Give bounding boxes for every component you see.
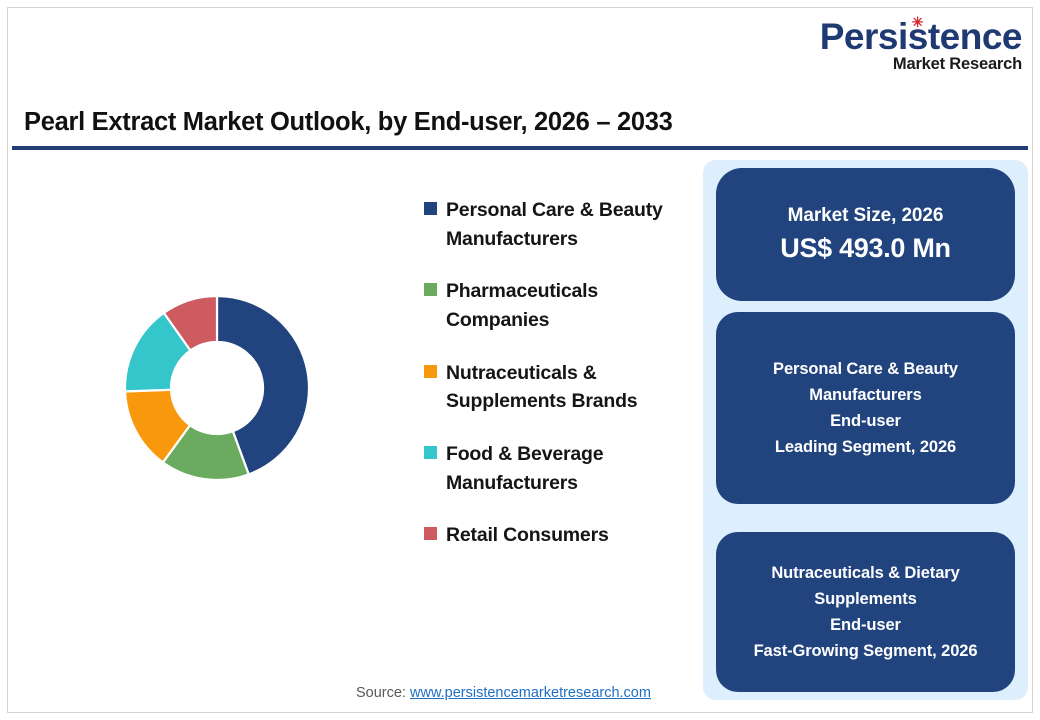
donut-slice	[162, 295, 219, 352]
legend-item-label: Nutraceuticals & Supplements Brands	[446, 361, 638, 413]
kpi-card-line: Supplements	[814, 589, 917, 608]
kpi-card-line: Nutraceuticals & Dietary	[771, 563, 960, 582]
chart-legend: Personal Care & Beauty Manufacturers Phar…	[424, 196, 704, 574]
legend-swatch-icon	[424, 202, 437, 215]
legend-item: Food & Beverage Manufacturers	[424, 440, 704, 497]
legend-item: Retail Consumers	[424, 521, 704, 550]
legend-item-label: Food & Beverage Manufacturers	[446, 442, 604, 494]
legend-item: Nutraceuticals & Supplements Brands	[424, 359, 704, 416]
page-title: Pearl Extract Market Outlook, by End-use…	[24, 108, 673, 136]
kpi-card-title: Market Size, 2026	[787, 205, 944, 226]
donut-chart-graphic	[124, 295, 310, 481]
title-divider	[12, 146, 1028, 150]
kpi-card-fast-growing-segment: Nutraceuticals & Dietary Supplements End-u…	[716, 532, 1015, 692]
kpi-card-leading-segment: Personal Care & Beauty Manufacturers End-u…	[716, 312, 1015, 504]
source-line: Source: www.persistencemarketresearch.co…	[356, 685, 651, 701]
kpi-card-line: Leading Segment, 2026	[774, 438, 957, 457]
kpi-card-line: Personal Care & Beauty	[773, 359, 958, 378]
kpi-card-value: US$ 493.0 Mn	[780, 233, 951, 263]
legend-swatch-icon	[424, 527, 437, 541]
kpi-card-line: Fast-Growing Segment, 2026	[753, 642, 978, 661]
source-label: Source:	[356, 685, 410, 701]
donut-chart	[20, 180, 420, 600]
brand-name-text: Persistence	[819, 16, 1023, 57]
brand-tagline: Market Research	[892, 55, 1022, 73]
legend-swatch-icon	[424, 364, 437, 378]
legend-swatch-icon	[424, 283, 437, 297]
donut-slice	[215, 295, 310, 476]
legend-item-label: Pharmaceuticals Companies	[446, 280, 599, 331]
brand-logo: Persistence ✳ Market Research	[800, 14, 1023, 73]
source-link[interactable]: www.persistencemarketresearch.com	[410, 685, 651, 701]
kpi-card-line: End-user	[830, 412, 901, 430]
legend-item: Personal Care & Beauty Manufacturers	[424, 196, 704, 253]
legend-item-label: Retail Consumers	[446, 524, 609, 547]
kpi-card-line: End-user	[830, 616, 901, 634]
legend-item-label: Personal Care & Beauty Manufacturers	[446, 199, 663, 250]
kpi-card-line: Manufacturers	[809, 385, 922, 404]
donut-slices	[124, 295, 310, 481]
kpi-panel: Market Size, 2026 US$ 493.0 Mn Personal Ca…	[703, 160, 1028, 700]
brand-name: Persistence ✳	[819, 14, 1023, 57]
legend-swatch-icon	[424, 445, 437, 459]
kpi-card-market-size: Market Size, 2026 US$ 493.0 Mn	[716, 168, 1015, 301]
asterisk-icon: ✳	[911, 14, 924, 30]
legend-item: Pharmaceuticals Companies	[424, 277, 704, 334]
donut-svg	[124, 295, 310, 481]
